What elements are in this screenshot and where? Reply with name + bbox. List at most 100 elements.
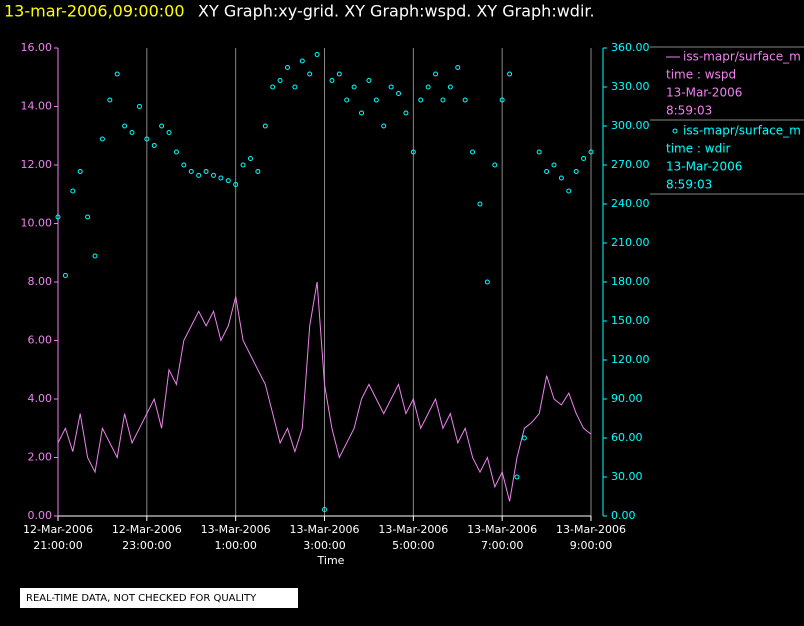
series-point — [566, 188, 572, 194]
y-tick-label: 12.00 — [21, 158, 53, 171]
legend-detail: 13-Mar-2006 — [666, 86, 742, 100]
series-point — [507, 71, 513, 77]
series-point — [536, 149, 542, 155]
y2-tick-label: 30.00 — [611, 470, 643, 483]
x-tick-label: 1:00:00 — [214, 539, 256, 552]
legend-detail: time : wdir — [666, 142, 731, 156]
x-tick-label: 9:00:00 — [570, 539, 612, 552]
series-point — [351, 84, 357, 90]
series-point — [277, 78, 283, 83]
x-tick-label: 13-Mar-2006 — [378, 523, 448, 536]
series-point — [396, 91, 402, 96]
x-tick-label: 7:00:00 — [481, 539, 523, 552]
series-point — [433, 71, 439, 77]
series-point — [70, 188, 76, 194]
y-tick-label: 6.00 — [28, 334, 53, 347]
y2-tick-label: 120.00 — [611, 353, 650, 366]
series-point — [92, 253, 98, 259]
series-point — [484, 279, 490, 285]
series-point — [492, 162, 498, 168]
series-point — [403, 110, 409, 116]
x-tick-label: 12-Mar-2006 — [23, 523, 93, 536]
series-point — [270, 84, 276, 90]
series-point — [336, 71, 342, 77]
x-tick-label: 12-Mar-2006 — [112, 523, 182, 536]
series-point — [55, 214, 61, 220]
series-point — [470, 149, 476, 155]
series-point — [166, 130, 172, 135]
legend-swatch — [672, 128, 678, 134]
series-point — [218, 175, 224, 181]
series-point — [181, 162, 187, 168]
series-point — [144, 136, 150, 142]
x-tick-label: 21:00:00 — [33, 539, 82, 552]
series-point — [62, 273, 68, 278]
series-point — [299, 58, 305, 64]
series-point — [544, 169, 550, 174]
legend-detail: 8:59:03 — [666, 178, 712, 192]
y2-tick-label: 270.00 — [611, 158, 650, 171]
y2-tick-label: 300.00 — [611, 119, 650, 132]
series-point — [499, 97, 505, 103]
series-point — [410, 149, 416, 155]
series-point — [314, 52, 320, 57]
series-point — [329, 78, 335, 83]
x-tick-label: 23:00:00 — [122, 539, 171, 552]
x-tick-label: 13-Mar-2006 — [467, 523, 537, 536]
series-point — [129, 130, 135, 135]
series-point — [558, 175, 564, 181]
series-point — [247, 156, 253, 161]
series-point — [322, 507, 327, 512]
series-point — [388, 84, 394, 90]
series-point — [440, 97, 446, 103]
series-point — [477, 201, 483, 207]
x-tick-label: 3:00:00 — [303, 539, 345, 552]
series-point — [366, 78, 372, 83]
footer-box — [20, 588, 298, 608]
y2-tick-label: 330.00 — [611, 80, 650, 93]
series-point — [462, 97, 468, 103]
footer-text: REAL-TIME DATA, NOT CHECKED FOR QUALITY — [26, 593, 257, 604]
y2-tick-label: 90.00 — [611, 392, 643, 405]
chart-subtitle: XY Graph:xy-grid. XY Graph:wspd. XY Grap… — [198, 2, 595, 21]
series-point — [196, 172, 202, 178]
y2-tick-label: 360.00 — [611, 41, 650, 54]
series-point — [159, 123, 165, 129]
series-point — [425, 84, 431, 90]
y-tick-label: 8.00 — [28, 275, 53, 288]
y2-tick-label: 240.00 — [611, 197, 650, 210]
series-line — [57, 281, 592, 502]
y2-tick-label: 0.00 — [611, 509, 636, 522]
x-tick-label: 5:00:00 — [392, 539, 434, 552]
series-point — [233, 182, 239, 187]
legend-detail: 8:59:03 — [666, 104, 712, 118]
y-tick-label: 0.00 — [28, 509, 53, 522]
y2-tick-label: 60.00 — [611, 431, 643, 444]
series-point — [99, 136, 105, 142]
legend-detail: 13-Mar-2006 — [666, 160, 742, 174]
y-tick-label: 2.00 — [28, 451, 53, 464]
series-point — [107, 97, 113, 103]
series-point — [77, 169, 83, 174]
chart-title: 13-mar-2006,09:00:00 — [4, 2, 185, 21]
y-tick-label: 16.00 — [21, 41, 53, 54]
series-point — [225, 178, 231, 184]
series-point — [381, 123, 387, 129]
series-point — [210, 172, 216, 178]
legend-detail: time : wspd — [666, 68, 736, 82]
series-point — [136, 104, 142, 109]
series-point — [151, 143, 157, 148]
y2-tick-label: 180.00 — [611, 275, 650, 288]
series-point — [447, 84, 453, 90]
series-point — [581, 156, 587, 161]
series-point — [203, 169, 209, 174]
series-point — [344, 97, 350, 103]
y-tick-label: 10.00 — [21, 217, 53, 230]
series-point — [551, 162, 557, 168]
series-point — [255, 169, 261, 174]
series-point — [284, 65, 290, 70]
series-point — [292, 84, 298, 90]
y2-tick-label: 150.00 — [611, 314, 650, 327]
